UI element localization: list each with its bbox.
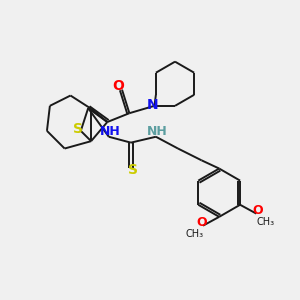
Text: O: O <box>196 216 207 229</box>
Text: O: O <box>253 204 263 217</box>
Text: O: O <box>112 79 124 93</box>
Text: CH₃: CH₃ <box>256 217 274 227</box>
Text: CH₃: CH₃ <box>185 229 203 239</box>
Text: S: S <box>74 122 83 136</box>
Text: S: S <box>128 163 138 177</box>
Text: NH: NH <box>147 125 168 138</box>
Text: NH: NH <box>100 125 121 138</box>
Text: N: N <box>147 98 159 112</box>
